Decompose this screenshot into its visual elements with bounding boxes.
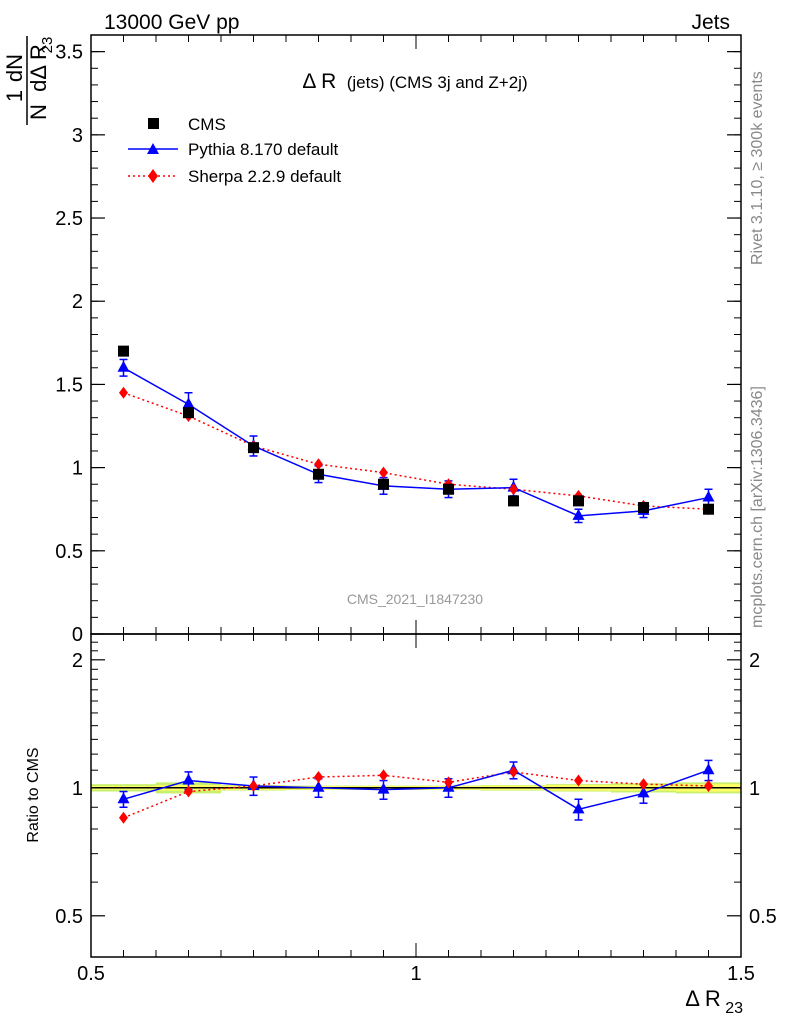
ratio-sherpa-point <box>119 811 128 824</box>
ratio-pythia-point <box>572 802 585 814</box>
ratio-pythia-point <box>377 782 390 794</box>
ratio-pythia-point <box>117 792 130 804</box>
x-axis-label-main: Δ R <box>685 986 720 1011</box>
right-label-bottom: mcplots.cern.ch [arXiv:1306.3436] <box>749 386 766 628</box>
sherpa-point <box>379 466 388 479</box>
ratio-sherpa-point <box>444 776 453 789</box>
legend-cms-marker <box>148 118 159 129</box>
pythia-point <box>117 360 130 372</box>
ratio-pythia-point <box>637 786 650 798</box>
x-axis-label-sub: 23 <box>725 1000 743 1017</box>
legend-pythia-label: Pythia 8.170 default <box>188 140 339 159</box>
ratio-pythia-point <box>702 763 715 775</box>
ratio-pythia-point <box>312 780 325 792</box>
ratio-y-tick-label-left: 0.5 <box>55 906 83 928</box>
ratio-sherpa-point <box>314 771 323 784</box>
main-title-main: Δ R <box>302 70 336 93</box>
main-y-tick-label: 0 <box>72 624 83 646</box>
ratio-y-tick-label-right: 0.5 <box>749 906 777 928</box>
sherpa-series-line <box>123 392 709 510</box>
ratio-y-axis-label: Ratio to CMS <box>25 747 42 842</box>
main-y-tick-label: 1.5 <box>55 374 83 396</box>
x-tick-label: 0.5 <box>77 963 105 985</box>
cms-point <box>573 495 584 507</box>
cms-point <box>183 407 194 419</box>
ratio-sherpa-point <box>249 779 258 792</box>
main-y-tick-label: 0.5 <box>55 541 83 563</box>
main-y-axis-label: 1 dN N dΔ R 23 <box>2 36 56 125</box>
sherpa-point <box>119 386 128 399</box>
ratio-pythia-line <box>123 769 709 811</box>
process-label: Jets <box>691 11 730 34</box>
ratio-sherpa-point <box>379 769 388 782</box>
cms-point <box>443 483 454 495</box>
ratio-pythia-point <box>182 773 195 785</box>
cms-point <box>638 502 649 514</box>
ratio-sherpa-line <box>123 771 709 819</box>
ratio-y-tick-label-left: 2 <box>72 650 83 672</box>
pythia-series-line <box>123 367 709 517</box>
x-tick-label: 1.5 <box>727 963 755 985</box>
main-plot-marks <box>117 345 715 524</box>
cms-point <box>313 468 324 480</box>
main-title-sub: (jets) (CMS 3j and Z+2j) <box>347 73 528 92</box>
legend-pythia-marker <box>147 143 159 154</box>
x-tick-label: 1 <box>410 963 421 985</box>
ratio-plot-marks <box>117 759 715 824</box>
ratio-y-tick-label-left: 1 <box>72 778 83 800</box>
sherpa-point <box>314 458 323 471</box>
pythia-point <box>702 490 715 502</box>
ratio-sherpa-point <box>574 774 583 787</box>
main-y-tick-label: 3.5 <box>55 42 83 64</box>
legend-sherpa-label: Sherpa 2.2.9 default <box>188 167 341 186</box>
ratio-sherpa-point <box>509 765 518 778</box>
ylabel-denominator-d: dΔ R <box>26 44 51 92</box>
ratio-sherpa-point <box>639 778 648 791</box>
cms-point <box>378 478 389 490</box>
pythia-point <box>182 397 195 409</box>
ylabel-numerator-one: 1 <box>2 90 27 102</box>
legend: CMS Pythia 8.170 default Sherpa 2.2.9 de… <box>128 115 341 186</box>
analysis-watermark: CMS_2021_I1847230 <box>347 591 483 607</box>
ylabel-denominator-sub: 23 <box>39 37 56 54</box>
main-plot-axes: 0 0.5 1 1.5 2 2.5 3 3.5 <box>55 34 742 646</box>
cms-point <box>703 503 714 515</box>
main-y-tick-label: 3 <box>72 125 83 147</box>
pythia-point <box>572 508 585 520</box>
main-y-tick-label: 2 <box>72 291 83 313</box>
ylabel-numerator-dn: dN <box>2 54 27 82</box>
x-axis-label: Δ R 23 <box>685 986 743 1017</box>
cms-point <box>248 442 259 454</box>
ratio-y-tick-label-right: 1 <box>749 778 760 800</box>
ylabel-denominator-n: N <box>26 104 51 120</box>
right-label-top: Rivet 3.1.10, ≥ 300k events <box>749 71 766 265</box>
legend-sherpa-marker <box>148 169 158 183</box>
ratio-y-tick-label-right: 2 <box>749 650 760 672</box>
main-title: Δ R (jets) (CMS 3j and Z+2j) <box>302 70 527 93</box>
main-y-tick-label: 1 <box>72 458 83 480</box>
cms-point <box>508 495 519 507</box>
ratio-plot-axes: 0.5 0.5 1 1 2 2 0.5 1 1.5 <box>55 633 777 985</box>
energy-label: 13000 GeV pp <box>104 11 239 34</box>
ratio-sherpa-point <box>704 779 713 792</box>
sherpa-point <box>509 483 518 496</box>
main-y-tick-label: 2.5 <box>55 208 83 230</box>
ratio-sherpa-point <box>184 785 193 798</box>
legend-cms-label: CMS <box>188 115 226 134</box>
cms-point <box>118 345 129 357</box>
